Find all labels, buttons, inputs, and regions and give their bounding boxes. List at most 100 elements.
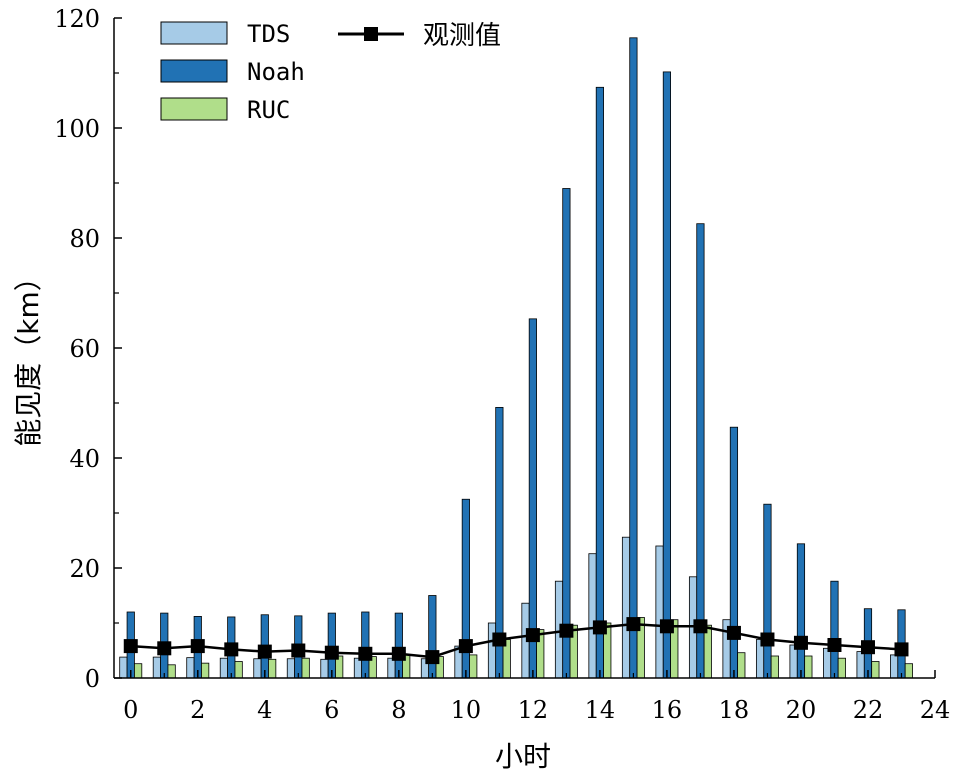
bar-tds-hour-3 [219,657,228,679]
bar-ruc-hour-20 [804,655,813,679]
observed-line-layer [123,617,909,665]
observed-marker-hour-15 [626,617,641,632]
y-axis-title: 能见度（km） [12,263,45,447]
bar-tds-hour-11 [487,622,497,679]
x-tick-label-12: 12 [518,696,549,724]
x-tick-label-0: 0 [123,696,138,724]
bar-ruc-hour-3 [234,661,243,679]
bar-noah-hour-16 [662,71,671,679]
legend-label-ruc: RUC [247,96,290,124]
bar-noah-hour-8 [394,612,403,679]
bar-ruc-hour-1 [167,664,176,679]
bar-noah-hour-18 [729,426,739,679]
bar-ruc-hour-22 [871,661,880,679]
observed-marker-hour-4 [257,644,272,659]
observed-marker-hour-23 [894,642,909,657]
bar-noah-hour-12 [528,318,537,679]
y-tick-label-0: 0 [85,665,100,693]
x-tick-label-18: 18 [719,696,750,724]
y-tick-label-40: 40 [69,445,100,473]
y-tick-label-20: 20 [69,555,100,583]
bar-ruc-hour-2 [201,662,210,679]
bar-tds-hour-15 [621,536,631,679]
x-axis-title: 小时 [495,740,551,773]
bar-noah-hour-6 [327,612,336,679]
bar-tds-hour-20 [789,644,798,679]
x-tick-label-24: 24 [920,696,951,724]
legend: TDS Noah RUC 观测值 [160,20,501,124]
y-tick-label-100: 100 [54,115,100,143]
observed-marker-hour-1 [157,641,172,656]
observed-marker-hour-17 [693,619,708,634]
x-tick-label-16: 16 [652,696,683,724]
bar-tds-hour-8 [387,657,396,679]
observed-marker-hour-3 [224,642,239,657]
x-tick-label-4: 4 [257,696,272,724]
bar-tds-hour-22 [856,651,865,679]
bar-tds-hour-4 [253,658,262,679]
bar-noah-hour-9 [428,595,437,679]
bar-noah-hour-20 [796,543,806,679]
bar-noah-hour-14 [595,86,604,679]
legend-swatch-ruc [160,97,228,121]
bar-tds-hour-23 [890,654,899,679]
observed-marker-hour-13 [559,623,574,638]
observed-marker-hour-5 [291,643,306,658]
bars-layer [119,37,913,679]
bar-tds-hour-5 [286,658,296,679]
bar-ruc-hour-0 [134,663,143,679]
observed-marker-hour-20 [793,635,808,650]
observed-marker-hour-22 [860,640,875,655]
bar-tds-hour-21 [823,647,832,679]
bar-ruc-hour-18 [737,652,746,679]
bar-noah-hour-15 [629,37,638,679]
observed-marker-hour-21 [827,638,842,652]
observed-marker-hour-14 [592,620,607,635]
legend-label-observed: 观测值 [423,21,501,51]
x-tick-label-8: 8 [391,696,406,724]
bar-tds-hour-6 [320,658,329,679]
bar-noah-hour-21 [830,580,839,679]
bar-ruc-hour-23 [904,663,913,679]
bar-noah-hour-17 [696,223,705,679]
legend-swatch-noah [160,59,228,83]
bar-ruc-hour-21 [837,657,846,679]
x-tick-label-6: 6 [324,696,339,724]
y-tick-label-80: 80 [69,225,100,253]
legend-label-noah: Noah [247,58,305,86]
observed-marker-hour-0 [123,639,138,654]
bar-ruc-hour-5 [301,657,310,679]
bar-tds-hour-7 [353,657,363,679]
bar-noah-hour-7 [361,611,370,679]
legend-swatch-tds [160,21,228,45]
observed-marker-hour-6 [324,645,339,660]
observed-marker-hour-9 [425,650,440,665]
bar-noah-hour-19 [763,503,772,679]
observed-marker-hour-12 [525,628,540,643]
bar-tds-hour-16 [655,545,664,679]
bar-ruc-hour-19 [770,655,779,679]
observed-marker-hour-2 [190,639,205,654]
observed-marker-hour-18 [726,625,741,640]
y-tick-label-120: 120 [54,5,100,33]
bar-ruc-hour-4 [268,658,277,679]
bar-tds-hour-1 [152,656,161,679]
x-tick-label-10: 10 [451,696,482,724]
observed-marker-hour-10 [458,639,473,654]
observed-marker-hour-19 [760,632,775,647]
bar-tds-hour-0 [119,656,128,679]
observed-marker-hour-16 [659,619,674,634]
legend-label-tds: TDS [247,20,290,48]
observed-marker-hour-11 [492,632,507,647]
x-tick-label-2: 2 [190,696,205,724]
observed-series-line [130,622,902,659]
bar-tds-hour-2 [186,657,195,679]
y-tick-label-60: 60 [69,335,100,363]
x-tick-label-20: 20 [786,696,817,724]
bar-tds-hour-14 [588,553,597,679]
bar-ruc-hour-10 [469,654,478,679]
observed-marker-hour-8 [391,646,406,661]
